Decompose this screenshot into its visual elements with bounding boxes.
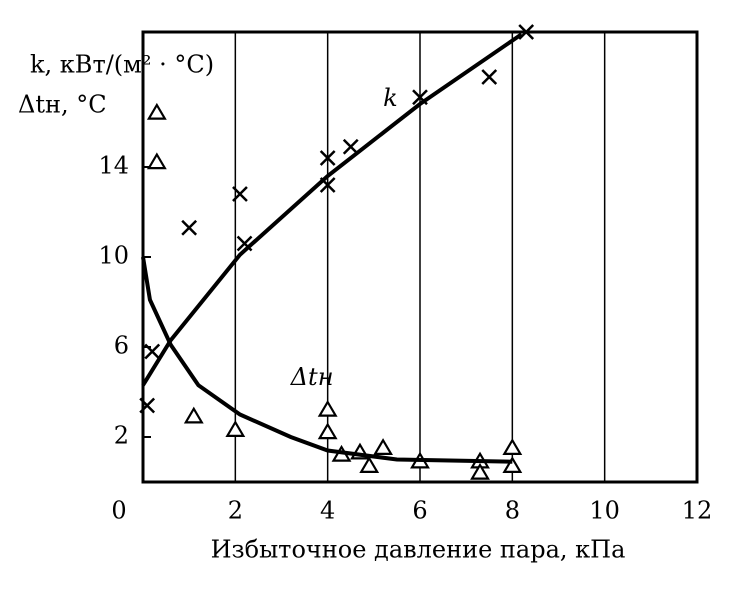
cross-point <box>144 343 161 360</box>
triangle-point <box>183 406 204 424</box>
x-tick-label: 0 <box>111 497 126 525</box>
cross-point <box>232 186 248 202</box>
fit-curve <box>141 32 523 387</box>
y-tick-label: 6 <box>114 332 129 360</box>
x-tick-label: 4 <box>320 497 335 525</box>
triangle-point <box>373 438 393 455</box>
y-axis-label-2: Δtн, °С <box>18 91 107 119</box>
cross-point <box>139 397 156 414</box>
triangle-point <box>146 152 167 170</box>
x-tick-label: 10 <box>589 497 620 525</box>
triangle-point <box>317 422 338 440</box>
x-tick-label: 2 <box>228 497 243 525</box>
x-tick-label: 12 <box>682 497 713 525</box>
x-tick-label: 6 <box>412 497 427 525</box>
annotation: Δtн <box>290 363 334 391</box>
triangle-point <box>470 462 490 480</box>
triangle-point <box>359 456 380 473</box>
y-tick-label: 10 <box>98 242 129 270</box>
y-axis-label: k, кВт/(м² · °С) <box>30 51 214 79</box>
fit-curve <box>141 256 513 464</box>
cross-point <box>181 219 198 236</box>
triangle-point <box>225 420 246 437</box>
triangle-point <box>502 438 523 455</box>
x-tick-label: 8 <box>505 497 520 525</box>
triangle-point <box>317 399 338 417</box>
triangle-point <box>502 456 523 473</box>
triangle-point <box>146 102 167 120</box>
cross-point <box>319 150 336 166</box>
annotation: k <box>383 84 398 112</box>
y-tick-label: 14 <box>98 152 129 180</box>
cross-point <box>342 138 359 155</box>
y-tick-label: 2 <box>114 422 129 450</box>
cross-point <box>481 69 498 85</box>
x-axis-label: Избыточное давление пара, кПа <box>211 536 626 564</box>
